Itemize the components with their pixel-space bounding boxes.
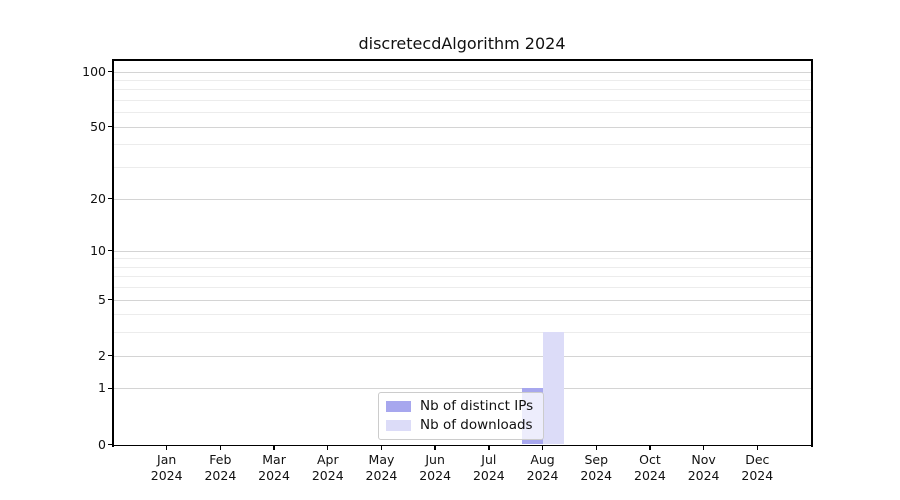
legend-label-downloads: Nb of downloads — [420, 417, 533, 433]
x-tick-month: May — [368, 451, 395, 467]
legend-swatch-distinct-ips — [386, 400, 411, 412]
y-axis-tick — [108, 70, 113, 73]
y-tick-label: 50 — [90, 118, 106, 134]
y-axis-tick — [108, 126, 113, 128]
minor-gridline — [114, 112, 811, 114]
major-gridline — [114, 299, 811, 301]
legend-swatch-downloads — [386, 419, 411, 431]
y-axis-tick — [108, 299, 113, 301]
x-axis-tick — [327, 445, 329, 450]
minor-gridline — [114, 266, 811, 268]
x-tick-month: Apr — [316, 451, 339, 467]
x-tick-label: Apr 2024 — [298, 452, 358, 485]
y-axis-tick — [108, 197, 113, 200]
x-tick-year: 2024 — [687, 468, 720, 483]
x-tick-label: May 2024 — [351, 452, 411, 485]
y-axis-tick — [108, 355, 113, 357]
minor-gridline — [114, 80, 811, 82]
major-gridline — [114, 71, 811, 73]
x-axis-tick — [380, 445, 383, 450]
major-gridline — [114, 355, 811, 357]
legend: Nb of distinct IPs Nb of downloads — [378, 392, 544, 440]
x-tick-label: Jun 2024 — [405, 452, 465, 485]
x-axis-tick — [434, 445, 436, 450]
x-tick-year: 2024 — [258, 468, 290, 483]
minor-gridline — [114, 144, 811, 146]
x-tick-year: 2024 — [526, 468, 559, 483]
x-tick-year: 2024 — [741, 468, 774, 483]
y-tick-label: 2 — [98, 347, 106, 363]
right-spine — [811, 59, 813, 447]
top-spine — [112, 59, 812, 61]
x-axis-tick — [595, 445, 597, 450]
x-tick-month: Mar — [262, 451, 286, 467]
x-axis-tick — [649, 445, 651, 450]
x-tick-label: Dec 2024 — [727, 452, 787, 485]
x-tick-month: Oct — [639, 451, 661, 467]
x-axis-tick — [756, 445, 758, 450]
legend-item-distinct-ips: Nb of distinct IPs — [386, 398, 536, 414]
bottom-spine — [112, 444, 812, 447]
x-tick-label: Jul 2024 — [459, 452, 519, 485]
x-tick-month: Jan — [157, 451, 177, 467]
y-tick-label: 10 — [90, 242, 106, 258]
x-axis-tick — [702, 445, 705, 450]
x-tick-month: Jul — [481, 451, 497, 467]
major-gridline — [114, 198, 811, 200]
minor-gridline — [114, 258, 811, 260]
minor-gridline — [114, 332, 811, 334]
x-tick-label: Feb 2024 — [190, 452, 250, 485]
major-gridline — [114, 388, 811, 390]
y-tick-label: 100 — [82, 63, 106, 79]
x-axis-tick — [219, 445, 222, 450]
major-gridline — [114, 126, 811, 128]
minor-gridline — [114, 167, 811, 169]
legend-label-distinct-ips: Nb of distinct IPs — [420, 398, 534, 414]
x-tick-year: 2024 — [311, 468, 344, 483]
y-axis-tick — [108, 250, 113, 252]
x-tick-year: 2024 — [150, 468, 183, 483]
left-spine — [112, 59, 114, 447]
y-axis-tick — [108, 387, 113, 390]
x-tick-month: Dec — [745, 451, 770, 467]
y-tick-label: 0 — [98, 436, 106, 452]
x-tick-month: Feb — [209, 451, 232, 467]
x-tick-label: Jan 2024 — [137, 452, 197, 485]
minor-gridline — [114, 276, 811, 278]
x-tick-month: Aug — [530, 451, 555, 467]
x-tick-year: 2024 — [634, 468, 666, 483]
x-axis-tick — [165, 445, 168, 450]
x-tick-label: Mar 2024 — [244, 452, 304, 485]
y-tick-label: 20 — [90, 190, 106, 206]
x-tick-year: 2024 — [580, 468, 613, 483]
minor-gridline — [114, 89, 811, 91]
x-tick-month: Sep — [584, 451, 608, 467]
x-tick-month: Jun — [425, 451, 445, 467]
major-gridline — [114, 250, 811, 252]
minor-gridline — [114, 314, 811, 316]
chart-title: discretecdAlgorithm 2024 — [358, 34, 566, 53]
y-tick-label: 5 — [98, 291, 106, 307]
x-tick-month: Nov — [691, 451, 716, 467]
minor-gridline — [114, 287, 811, 289]
bar-downloads — [542, 332, 564, 445]
x-tick-label: Aug 2024 — [513, 452, 573, 485]
y-axis-tick — [108, 443, 113, 446]
x-tick-year: 2024 — [365, 468, 398, 483]
y-tick-label: 1 — [98, 380, 106, 396]
legend-item-downloads: Nb of downloads — [386, 417, 536, 433]
x-tick-year: 2024 — [204, 468, 237, 483]
x-axis-tick — [541, 445, 544, 450]
x-tick-year: 2024 — [419, 468, 452, 483]
x-tick-label: Sep 2024 — [566, 452, 626, 485]
x-tick-year: 2024 — [472, 468, 505, 483]
x-tick-label: Nov 2024 — [674, 452, 734, 485]
minor-gridline — [114, 100, 811, 102]
x-tick-label: Oct 2024 — [620, 452, 680, 485]
x-axis-tick — [488, 445, 490, 450]
x-axis-tick — [273, 445, 275, 450]
